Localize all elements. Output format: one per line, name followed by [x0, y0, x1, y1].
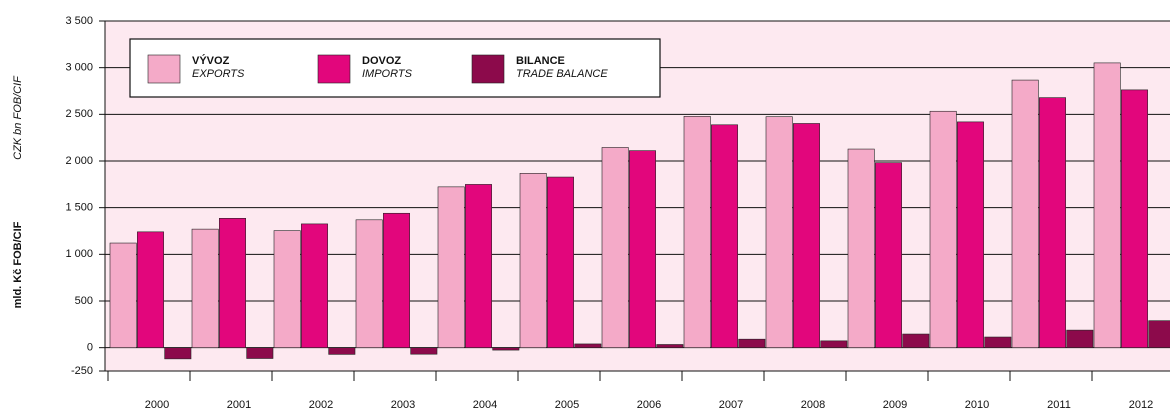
x-tick-label: 2005	[555, 399, 579, 411]
bars	[109, 62, 1170, 360]
legend-label: DOVOZ	[362, 55, 401, 67]
y-tick-label: 1 500	[65, 202, 93, 214]
bar	[820, 340, 848, 348]
bar	[793, 123, 820, 348]
bar	[273, 230, 301, 348]
y-tick-label: 500	[75, 295, 93, 307]
y-tick-label: 2 500	[65, 108, 93, 120]
bar	[465, 184, 492, 348]
bar	[902, 333, 930, 348]
bar	[191, 228, 219, 348]
bar	[519, 173, 547, 348]
y-tick-label: 2 000	[65, 155, 93, 167]
bar	[984, 336, 1012, 348]
bar	[683, 115, 711, 348]
x-tick-label: 2001	[227, 399, 251, 411]
bar	[547, 176, 574, 348]
y-tick-label: 3 500	[65, 15, 93, 27]
x-tick-label: 2012	[1129, 399, 1153, 411]
bar	[437, 186, 465, 348]
legend-swatch	[471, 54, 505, 84]
bar	[164, 347, 192, 360]
bar	[656, 344, 684, 348]
legend-label-en: IMPORTS	[362, 68, 413, 80]
bar	[629, 150, 656, 348]
legend-swatch	[317, 54, 351, 84]
bar	[246, 347, 274, 359]
y-axis-label-en: CZK bn FOB/CIF	[12, 75, 24, 160]
bar	[875, 162, 902, 348]
legend-label: VÝVOZ	[192, 54, 230, 67]
bar	[711, 124, 738, 348]
x-tick-label: 2000	[145, 399, 169, 411]
bar	[601, 147, 629, 348]
bar	[1011, 79, 1039, 348]
bar	[109, 242, 137, 348]
bar	[765, 116, 793, 348]
x-tick-label: 2011	[1047, 399, 1071, 411]
bar	[328, 347, 356, 355]
x-tick-label: 2010	[965, 399, 989, 411]
bar	[738, 338, 766, 348]
legend-label-en: EXPORTS	[192, 68, 245, 80]
x-tick-label: 2004	[473, 399, 497, 411]
bar	[383, 212, 410, 348]
axes: -250 0 500 1 000 1 500 2 000 2 500 3 000 3 500 20…	[65, 15, 1153, 411]
bar	[219, 218, 246, 348]
bar	[410, 347, 438, 355]
x-tick-label: 2007	[719, 399, 743, 411]
y-tick-label: 0	[87, 342, 93, 354]
x-tick-label: 2009	[883, 399, 907, 411]
x-tick-label: 2008	[801, 399, 825, 411]
bar	[355, 219, 383, 348]
bar	[301, 223, 328, 348]
bar	[1039, 97, 1066, 348]
bar	[137, 231, 164, 348]
bar	[492, 347, 520, 351]
bar	[847, 148, 875, 348]
bar	[1093, 62, 1121, 348]
y-tick-label: -250	[71, 365, 93, 377]
bar	[1066, 329, 1094, 348]
y-tick-label: 1 000	[65, 248, 93, 260]
bar	[1121, 89, 1148, 348]
y-axis-label: mld. Kč FOB/CIF	[12, 221, 24, 308]
bar	[929, 110, 957, 348]
bar	[957, 121, 984, 348]
legend-box	[129, 38, 661, 98]
legend-label-en: TRADE BALANCE	[516, 68, 608, 80]
legend-label: BILANCE	[516, 55, 565, 67]
bar	[574, 343, 602, 348]
x-tick-label: 2002	[309, 399, 333, 411]
y-tick-label: 3 000	[65, 62, 93, 74]
x-tick-label: 2006	[637, 399, 661, 411]
legend-swatch	[147, 54, 181, 84]
bar	[1148, 320, 1170, 348]
x-tick-label: 2003	[391, 399, 415, 411]
